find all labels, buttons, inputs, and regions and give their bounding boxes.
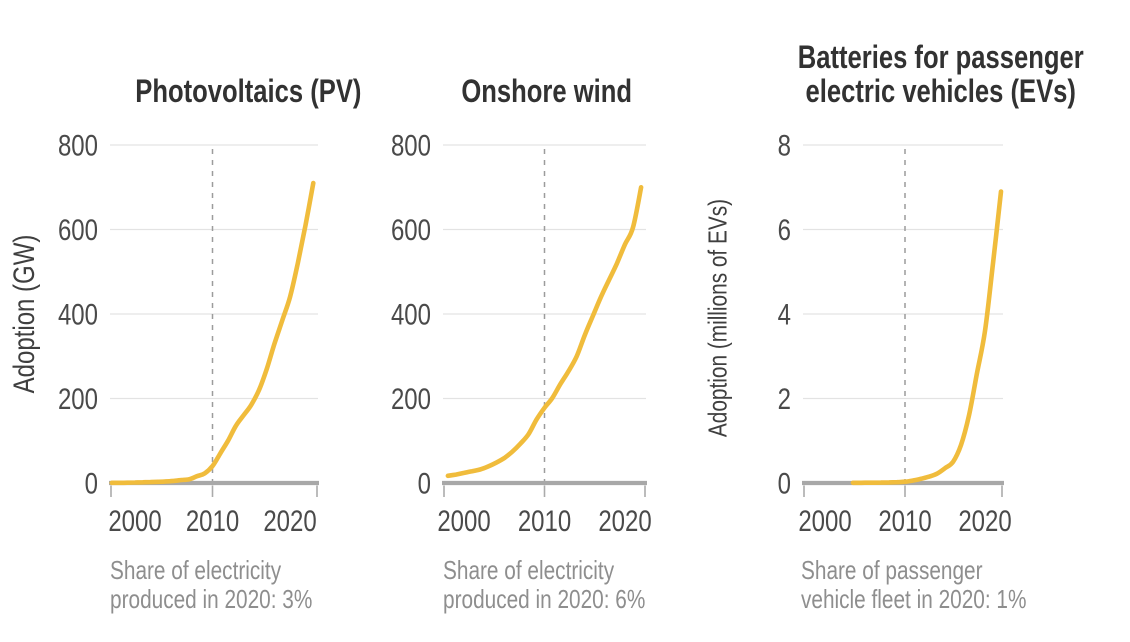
onshore-wind-curve: [445, 185, 644, 479]
caption-pv: Share of electricity produced in 2020: 3…: [110, 556, 312, 614]
y-axis-label-pv: Adoption (GW): [8, 234, 41, 394]
x-tick-label-2020: 2020: [958, 503, 1011, 537]
chart-title-ev-batteries-text: Batteries for passenger electric vehicles…: [798, 40, 1084, 108]
caption-wind: Share of electricity produced in 2020: 6…: [443, 556, 645, 614]
x-tick-label-2000: 2000: [437, 503, 490, 537]
y-tick-label-4: 4: [778, 297, 791, 331]
pv-adoption-curve: [109, 180, 316, 486]
x-tick-label-2010: 2010: [186, 503, 239, 537]
chart-title-onshore-wind-text: Onshore wind: [461, 73, 633, 109]
chart-title-photovoltaics: Photovoltaics (PV): [0, 74, 498, 108]
chart-title-ev-batteries: Batteries for passenger electric vehicles…: [691, 40, 1130, 108]
y-tick-label-8: 8: [778, 128, 791, 162]
caption-wind-line1: Share of electricity: [443, 555, 615, 585]
y-tick-label-0: 0: [85, 466, 98, 500]
x-tick-label-2000: 2000: [108, 503, 161, 537]
y-axis-label-ev: Adoption (millions of EVs): [702, 198, 733, 438]
y-tick-label-200: 200: [391, 381, 431, 415]
y-tick-label-800: 800: [391, 128, 431, 162]
y-tick-label-0: 0: [418, 466, 431, 500]
y-tick-label-600: 600: [58, 212, 98, 246]
caption-pv-line2: produced in 2020: 3%: [110, 584, 313, 614]
chart-title-onshore-wind: Onshore wind: [297, 74, 797, 108]
chart-title-ev-line2: electric vehicles (EVs): [805, 73, 1077, 109]
y-tick-label-600: 600: [391, 212, 431, 246]
y-tick-label-200: 200: [58, 381, 98, 415]
y-tick-label-400: 400: [58, 297, 98, 331]
caption-ev-line1: Share of passenger: [801, 555, 983, 585]
y-tick-label-800: 800: [58, 128, 98, 162]
ev-adoption-curve: [850, 189, 1004, 486]
x-tick-label-2020: 2020: [598, 503, 651, 537]
x-tick-label-2010: 2010: [518, 503, 571, 537]
caption-ev: Share of passenger vehicle fleet in 2020…: [801, 556, 1026, 614]
y-tick-label-6: 6: [778, 212, 791, 246]
x-tick-label-2020: 2020: [263, 503, 316, 537]
chart-title-ev-line1: Batteries for passenger: [798, 39, 1084, 75]
y-tick-label-0: 0: [778, 466, 791, 500]
caption-pv-line1: Share of electricity: [110, 555, 282, 585]
x-tick-label-2010: 2010: [878, 503, 931, 537]
y-tick-label-2: 2: [778, 381, 791, 415]
caption-ev-line2: vehicle fleet in 2020: 1%: [801, 584, 1027, 614]
x-tick-label-2000: 2000: [798, 503, 851, 537]
chart-title-photovoltaics-text: Photovoltaics (PV): [134, 73, 362, 109]
caption-wind-line2: produced in 2020: 6%: [443, 584, 646, 614]
y-tick-label-400: 400: [391, 297, 431, 331]
